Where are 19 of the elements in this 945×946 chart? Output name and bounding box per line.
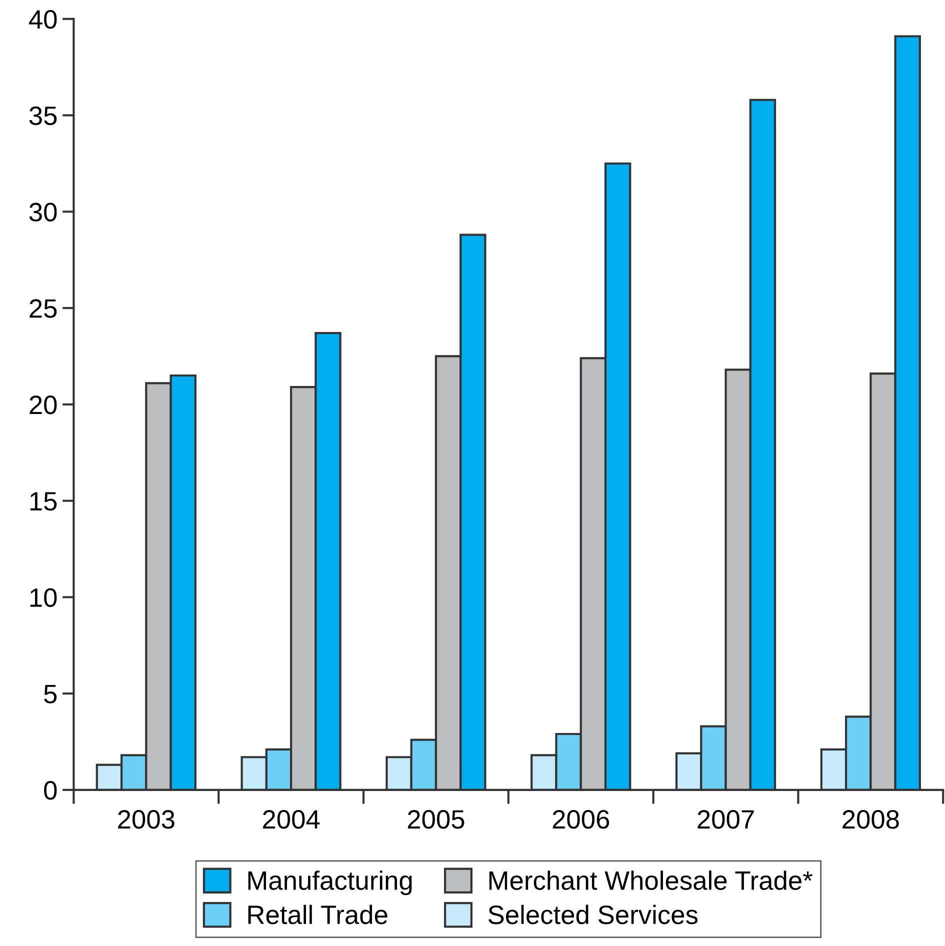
x-tick-label: 2007 (698, 810, 754, 829)
x-tick-label: 2004 (263, 810, 320, 829)
legend-label: Merchant Wholesale Trade* (489, 870, 812, 890)
y-tick-label: 20 (30, 396, 57, 414)
y-tick-label: 15 (30, 492, 57, 511)
y-tick-label: 5 (44, 684, 57, 704)
legend-label: Selected Services (488, 904, 698, 924)
legend-label: Retall Trade (248, 904, 388, 924)
y-tick-label: 35 (29, 106, 57, 126)
y-tick-label: 10 (30, 588, 57, 607)
x-tick-label: 2008 (842, 810, 899, 829)
y-tick-label: 30 (29, 202, 57, 222)
y-tick-label: 40 (28, 10, 57, 29)
y-tick-label: 0 (44, 781, 57, 800)
legend-label: Manufacturing (248, 870, 412, 896)
x-tick-label: 2005 (408, 810, 464, 829)
x-tick-label: 2006 (552, 810, 610, 829)
x-tick-label: 2003 (118, 810, 174, 829)
y-tick-label: 25 (30, 299, 57, 318)
